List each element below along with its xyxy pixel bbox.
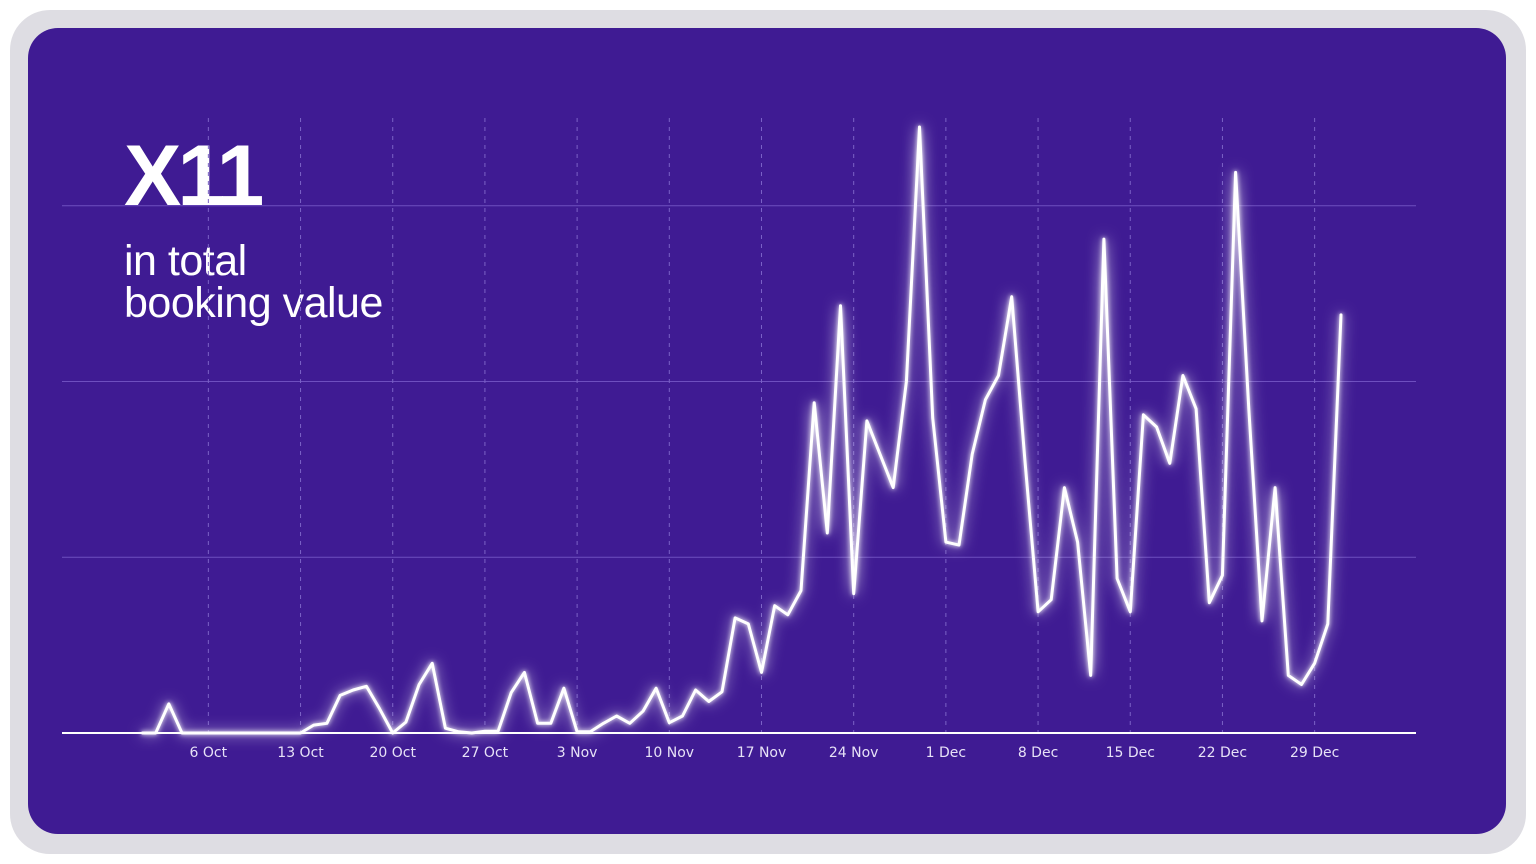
vertical-gridlines bbox=[207, 118, 1316, 733]
x-tick-label-0: 6 Oct bbox=[190, 745, 228, 761]
headline-multiplier: X11 bbox=[124, 128, 264, 224]
x-tick-label-11: 22 Dec bbox=[1198, 745, 1247, 761]
x-tick-label-4: 3 Nov bbox=[557, 745, 598, 761]
x-tick-label-9: 8 Dec bbox=[1018, 745, 1058, 761]
horizontal-gridlines bbox=[62, 205, 1416, 558]
chart-card: X11 in total booking value bbox=[28, 28, 1506, 834]
headline: X11 in total booking value bbox=[124, 128, 383, 327]
x-tick-label-7: 24 Nov bbox=[829, 745, 879, 761]
headline-line-1: in total bbox=[124, 237, 247, 285]
x-tick-label-5: 10 Nov bbox=[645, 745, 695, 761]
x-tick-label-6: 17 Nov bbox=[737, 745, 787, 761]
headline-line-2: booking value bbox=[124, 279, 383, 327]
x-tick-label-1: 13 Oct bbox=[277, 745, 324, 761]
x-tick-label-10: 15 Dec bbox=[1106, 745, 1155, 761]
x-tick-label-12: 29 Dec bbox=[1290, 745, 1339, 761]
x-tick-label-8: 1 Dec bbox=[926, 745, 966, 761]
booking-value-series-line bbox=[141, 125, 1343, 735]
x-tick-label-2: 20 Oct bbox=[369, 745, 416, 761]
x-tick-label-3: 27 Oct bbox=[462, 745, 509, 761]
x-tick-labels: 6 Oct 13 Oct 20 Oct 27 Oct 3 Nov 10 Nov 17 Nov… bbox=[190, 745, 1340, 761]
